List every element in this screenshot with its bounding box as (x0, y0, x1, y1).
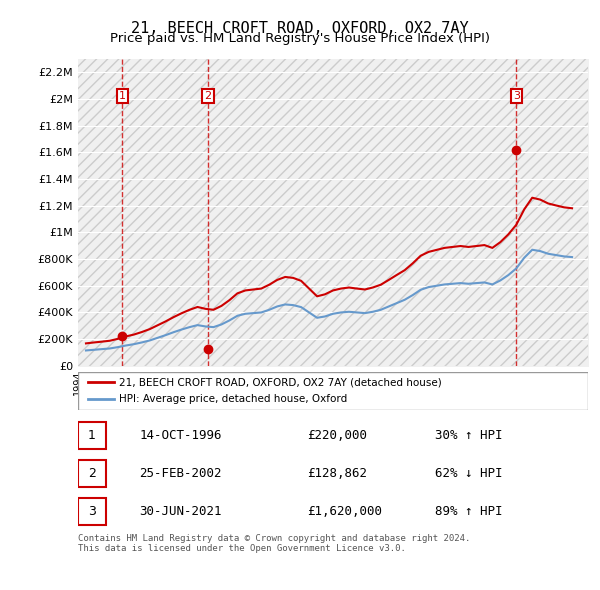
Text: 30-JUN-2021: 30-JUN-2021 (139, 505, 222, 519)
Text: 21, BEECH CROFT ROAD, OXFORD, OX2 7AY: 21, BEECH CROFT ROAD, OXFORD, OX2 7AY (131, 21, 469, 35)
Text: 30% ↑ HPI: 30% ↑ HPI (435, 428, 503, 442)
Text: Price paid vs. HM Land Registry's House Price Index (HPI): Price paid vs. HM Land Registry's House … (110, 32, 490, 45)
Text: 89% ↑ HPI: 89% ↑ HPI (435, 505, 503, 519)
Text: 25-FEB-2002: 25-FEB-2002 (139, 467, 222, 480)
Text: 62% ↓ HPI: 62% ↓ HPI (435, 467, 503, 480)
Bar (78, 422, 106, 448)
Text: 14-OCT-1996: 14-OCT-1996 (139, 428, 222, 442)
Text: 2: 2 (88, 467, 96, 480)
Text: 3: 3 (88, 505, 96, 519)
Text: 1: 1 (119, 91, 126, 101)
Bar (78, 499, 106, 525)
Text: £1,620,000: £1,620,000 (308, 505, 383, 519)
Text: 1: 1 (88, 428, 96, 442)
Text: Contains HM Land Registry data © Crown copyright and database right 2024.
This d: Contains HM Land Registry data © Crown c… (78, 534, 470, 553)
Text: 3: 3 (513, 91, 520, 101)
Text: £220,000: £220,000 (308, 428, 367, 442)
Text: 2: 2 (205, 91, 211, 101)
Text: 21, BEECH CROFT ROAD, OXFORD, OX2 7AY (detached house): 21, BEECH CROFT ROAD, OXFORD, OX2 7AY (d… (119, 378, 442, 388)
Text: HPI: Average price, detached house, Oxford: HPI: Average price, detached house, Oxfo… (119, 394, 347, 404)
Text: £128,862: £128,862 (308, 467, 367, 480)
Bar (78, 460, 106, 487)
